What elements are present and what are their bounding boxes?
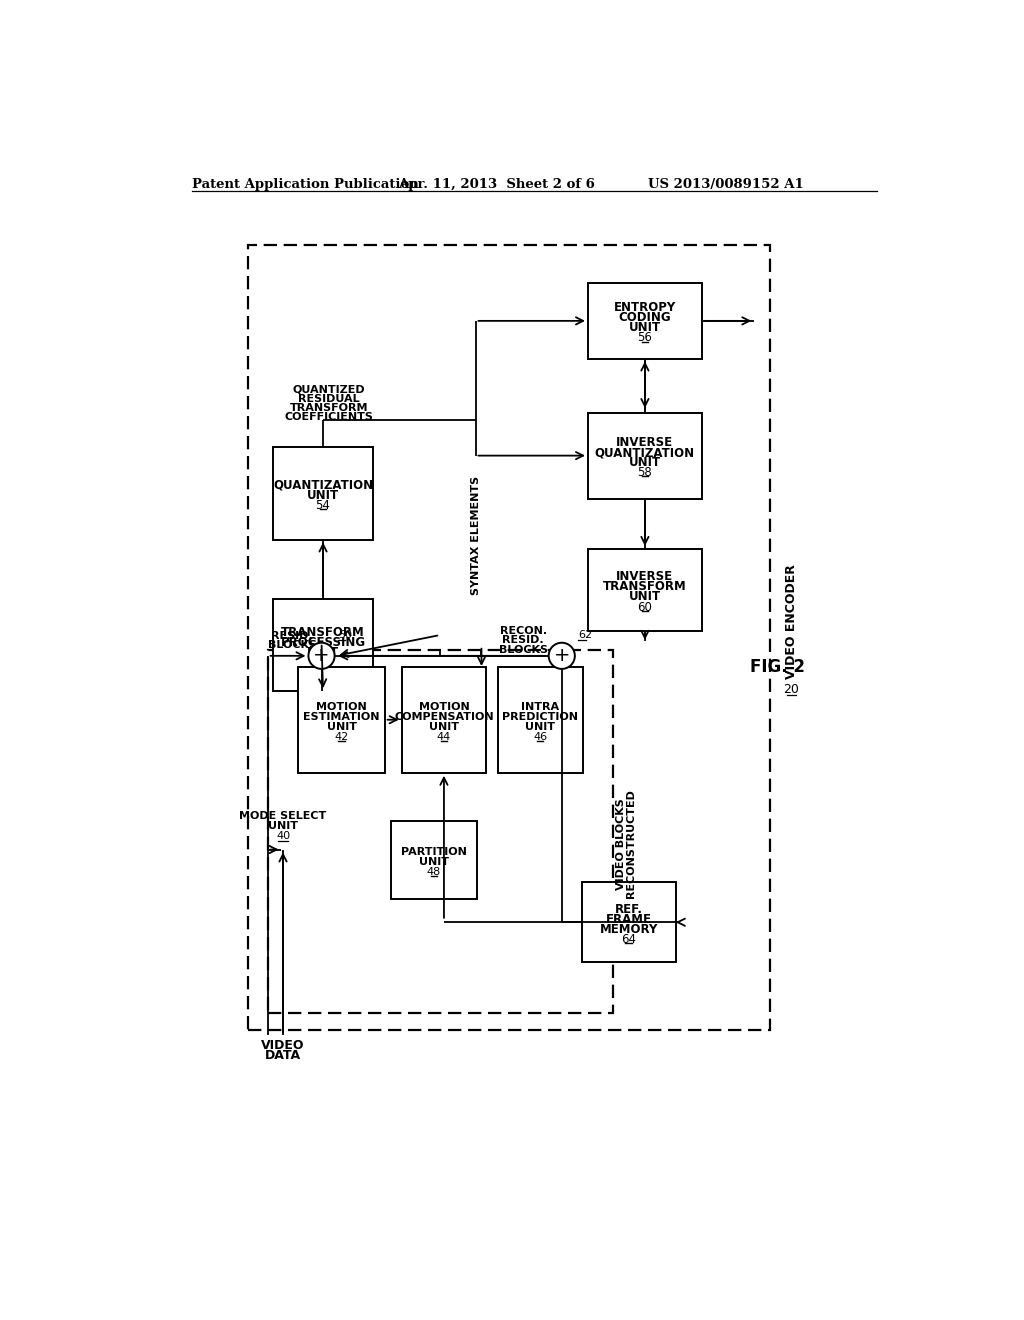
Text: MOTION: MOTION: [419, 702, 469, 711]
Text: 48: 48: [427, 867, 441, 876]
Text: UNIT: UNIT: [629, 457, 660, 469]
FancyBboxPatch shape: [588, 284, 701, 359]
Text: COMPENSATION: COMPENSATION: [394, 711, 494, 722]
Text: DATA: DATA: [265, 1049, 301, 1063]
Text: UNIT: UNIT: [268, 821, 298, 832]
Text: 42: 42: [335, 731, 348, 742]
Text: 58: 58: [638, 466, 652, 479]
FancyBboxPatch shape: [401, 667, 486, 774]
Text: VIDEO ENCODER: VIDEO ENCODER: [784, 565, 798, 680]
Text: RECON.: RECON.: [500, 626, 547, 636]
FancyBboxPatch shape: [273, 599, 373, 692]
Text: UNIT: UNIT: [629, 590, 660, 603]
FancyBboxPatch shape: [582, 882, 676, 962]
Text: COEFFICIENTS: COEFFICIENTS: [285, 412, 374, 422]
Text: INVERSE: INVERSE: [616, 570, 674, 583]
Text: PARTITION: PARTITION: [401, 847, 467, 857]
Text: MOTION: MOTION: [316, 702, 367, 711]
Text: ESTIMATION: ESTIMATION: [303, 711, 380, 722]
FancyBboxPatch shape: [498, 667, 583, 774]
Text: 62: 62: [578, 630, 592, 640]
Text: REF.: REF.: [614, 903, 643, 916]
Text: SYNTAX ELEMENTS: SYNTAX ELEMENTS: [470, 477, 480, 595]
Text: Patent Application Publication: Patent Application Publication: [193, 178, 419, 190]
Circle shape: [549, 643, 574, 669]
Text: 46: 46: [534, 731, 547, 742]
Text: FIG. 2: FIG. 2: [750, 657, 805, 676]
Text: UNIT: UNIT: [419, 857, 449, 867]
Text: 52: 52: [315, 656, 331, 668]
Circle shape: [308, 643, 335, 669]
Text: UNIT: UNIT: [327, 722, 356, 731]
Text: CODING: CODING: [618, 312, 672, 325]
FancyBboxPatch shape: [391, 821, 477, 899]
FancyBboxPatch shape: [588, 412, 701, 499]
Text: INVERSE: INVERSE: [616, 436, 674, 449]
Text: UNIT: UNIT: [629, 321, 660, 334]
Text: US 2013/0089152 A1: US 2013/0089152 A1: [648, 178, 804, 190]
Text: VIDEO BLOCKS: VIDEO BLOCKS: [616, 797, 626, 890]
Text: TRANSFORM: TRANSFORM: [603, 581, 687, 594]
FancyBboxPatch shape: [273, 447, 373, 540]
FancyBboxPatch shape: [588, 549, 701, 631]
Text: 60: 60: [638, 601, 652, 614]
Text: QUANTIZATION: QUANTIZATION: [273, 479, 373, 492]
Text: RESID.: RESID.: [503, 635, 544, 645]
Text: QUANTIZATION: QUANTIZATION: [595, 446, 695, 459]
Text: ENTROPY: ENTROPY: [613, 301, 676, 314]
Text: BLOCKS: BLOCKS: [499, 644, 548, 655]
Text: +: +: [554, 647, 570, 665]
Text: 50: 50: [338, 630, 351, 640]
Text: 64: 64: [622, 933, 636, 945]
Text: 44: 44: [437, 731, 452, 742]
Text: UNIT: UNIT: [307, 488, 339, 502]
FancyBboxPatch shape: [298, 667, 385, 774]
Text: PROCESSING: PROCESSING: [281, 635, 366, 648]
Text: TRANSFORM: TRANSFORM: [282, 626, 365, 639]
Text: MODE SELECT: MODE SELECT: [240, 810, 327, 821]
Text: VIDEO: VIDEO: [261, 1039, 305, 1052]
Text: UNIT: UNIT: [429, 722, 459, 731]
Text: TRANSFORM: TRANSFORM: [290, 403, 369, 413]
Text: Apr. 11, 2013  Sheet 2 of 6: Apr. 11, 2013 Sheet 2 of 6: [398, 178, 595, 190]
Text: FRAME: FRAME: [606, 912, 651, 925]
Text: 54: 54: [315, 499, 331, 512]
Text: INTRA: INTRA: [521, 702, 559, 711]
Text: MEMORY: MEMORY: [600, 923, 658, 936]
Text: UNIT: UNIT: [525, 722, 555, 731]
Text: +: +: [313, 647, 330, 665]
Text: 40: 40: [275, 832, 290, 841]
Text: 20: 20: [783, 684, 799, 696]
Text: RESIDUAL: RESIDUAL: [298, 393, 360, 404]
Text: RESID.: RESID.: [271, 631, 313, 640]
Text: UNIT: UNIT: [307, 645, 339, 659]
Text: QUANTIZED: QUANTIZED: [293, 384, 366, 395]
Text: 56: 56: [638, 331, 652, 345]
Text: PREDICTION: PREDICTION: [502, 711, 579, 722]
Text: BLOCKS: BLOCKS: [267, 640, 316, 649]
Text: RECONSTRUCTED: RECONSTRUCTED: [626, 789, 636, 898]
